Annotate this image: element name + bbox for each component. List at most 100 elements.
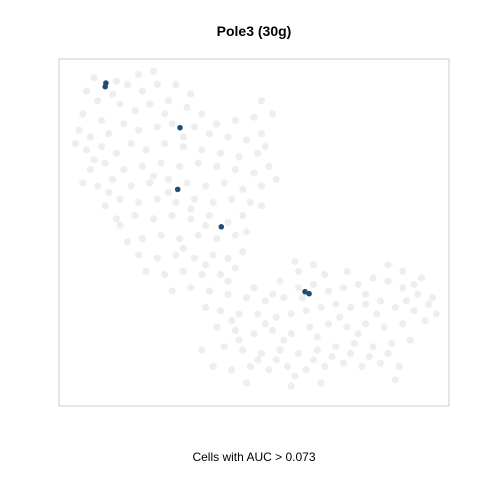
background-point (295, 284, 303, 292)
background-point (135, 251, 143, 259)
background-point (90, 74, 98, 82)
background-point (321, 362, 329, 371)
background-point (164, 189, 172, 197)
background-point (112, 149, 120, 157)
background-point (313, 346, 321, 354)
background-point (179, 244, 187, 252)
background-point (127, 139, 135, 147)
background-point (161, 271, 169, 279)
background-point (306, 323, 314, 331)
background-point (190, 123, 199, 131)
background-point (86, 166, 94, 174)
background-point (176, 235, 184, 243)
background-point (425, 300, 433, 308)
background-point (313, 333, 321, 341)
background-point (97, 143, 106, 151)
background-point (176, 162, 184, 170)
background-point (336, 313, 344, 321)
background-point (105, 189, 113, 197)
background-point (257, 97, 265, 105)
background-point (391, 376, 399, 384)
background-point (243, 228, 251, 236)
background-point (153, 80, 161, 88)
background-point (187, 90, 195, 98)
background-point (309, 280, 318, 289)
background-point (317, 303, 325, 311)
background-point (205, 212, 213, 220)
background-point (339, 284, 347, 292)
background-point (209, 251, 217, 259)
background-point (71, 139, 79, 147)
background-point (224, 277, 232, 285)
background-point (209, 362, 217, 371)
background-point (235, 336, 243, 344)
highlighted-point (102, 83, 108, 90)
background-point (432, 310, 440, 318)
background-point (135, 198, 143, 207)
background-point (157, 159, 165, 167)
highlighted-points (102, 80, 312, 297)
background-point (343, 267, 351, 275)
background-point (142, 146, 150, 154)
background-point (339, 359, 347, 367)
background-point (239, 185, 247, 193)
background-point (395, 362, 403, 371)
background-point (116, 221, 124, 229)
background-point (97, 116, 106, 125)
background-point (224, 254, 232, 262)
background-point (343, 323, 351, 331)
background-point (410, 280, 418, 289)
background-point (112, 215, 120, 223)
background-point (138, 235, 146, 243)
background-point (246, 198, 254, 207)
background-point (231, 231, 239, 239)
background-point (246, 362, 254, 371)
background-point (120, 166, 128, 174)
background-point (250, 113, 258, 121)
background-point (347, 303, 355, 311)
background-point (90, 156, 98, 164)
background-point (287, 330, 295, 338)
background-point (153, 254, 161, 262)
background-point (261, 320, 269, 328)
background-point (220, 343, 228, 351)
background-point (265, 162, 273, 170)
background-point (157, 231, 165, 239)
background-point (250, 330, 258, 338)
background-point (135, 126, 143, 134)
background-point (83, 87, 91, 95)
background-point (362, 300, 370, 308)
background-point (179, 143, 187, 151)
background-point (365, 353, 373, 361)
background-point (399, 267, 407, 275)
background-point (194, 159, 202, 167)
background-point (198, 146, 206, 154)
background-point (391, 303, 399, 311)
background-point (421, 317, 429, 325)
background-point (265, 366, 273, 374)
background-point (384, 349, 392, 357)
background-point (269, 110, 277, 118)
background-point (283, 362, 292, 371)
background-point (376, 359, 385, 367)
background-point (399, 284, 407, 292)
background-point (164, 97, 172, 105)
highlighted-point (218, 224, 225, 230)
background-point (161, 110, 169, 118)
background-point (138, 162, 146, 170)
background-point (150, 172, 158, 180)
background-point (402, 297, 411, 305)
background-point (224, 133, 232, 141)
background-point (410, 307, 418, 315)
background-point (350, 339, 358, 348)
background-point (224, 290, 232, 298)
background-point (116, 195, 124, 203)
background-point (321, 271, 329, 279)
background-point (362, 290, 370, 298)
background-point (254, 149, 262, 157)
background-point (213, 323, 221, 331)
background-point (261, 297, 269, 305)
background-point (276, 346, 284, 354)
background-point (220, 179, 228, 187)
